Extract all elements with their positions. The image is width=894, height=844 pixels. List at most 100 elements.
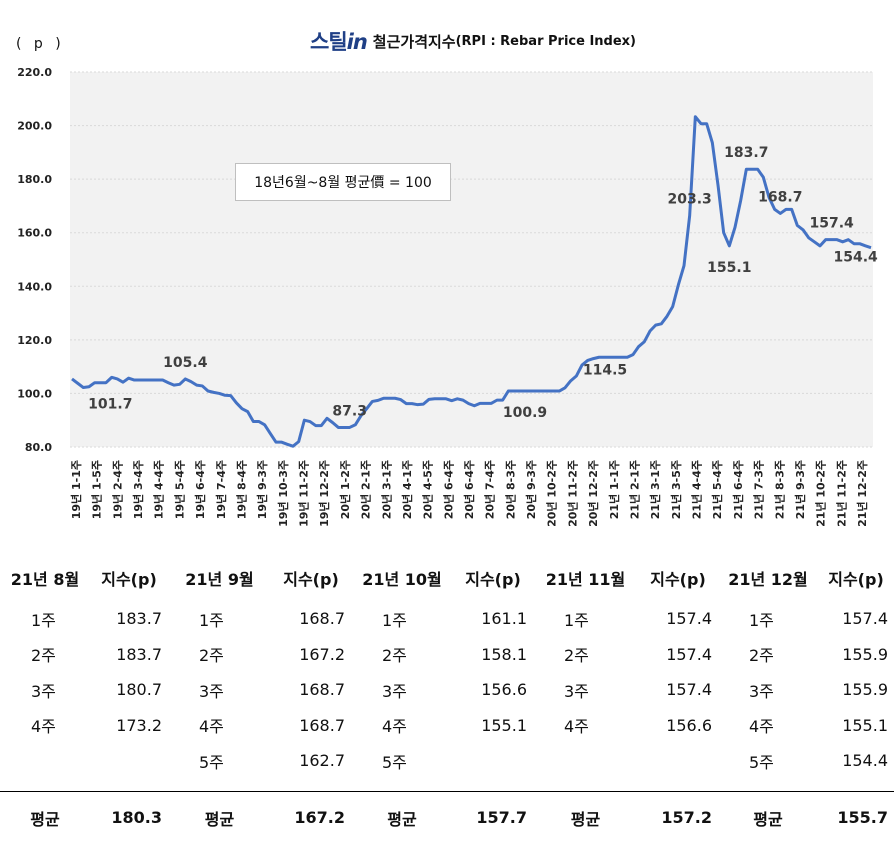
index-cell	[453, 743, 533, 779]
week-cell: 1주	[31, 610, 56, 630]
table-row: 5주 162.7 5주 5주 154.4	[0, 743, 894, 779]
header-month-sep: 21년 9월	[185, 570, 254, 589]
x-tick-label: 20년 6-4주	[462, 460, 476, 519]
data-label: 105.4	[163, 355, 208, 371]
header-index: 지수(p)	[650, 570, 706, 589]
data-label: 168.7	[758, 189, 802, 205]
x-tick-label: 19년 10-3주	[276, 460, 290, 527]
spacer-cell	[453, 779, 533, 792]
index-cell: 183.7	[116, 644, 162, 664]
week-cell: 3주	[199, 681, 224, 701]
x-tick-label: 20년 9-3주	[524, 460, 538, 519]
spacer-cell	[90, 779, 168, 792]
index-cell: 156.6	[481, 680, 527, 700]
index-cell	[90, 743, 168, 779]
x-tick-label: 20년 10-2주	[545, 460, 559, 527]
x-tick-label: 21년 7-3주	[752, 460, 766, 519]
index-cell: 155.9	[842, 680, 888, 700]
y-tick-label: 100.0	[17, 387, 52, 400]
index-cell: 155.9	[842, 644, 888, 664]
week-cell: 3주	[749, 681, 774, 701]
x-tick-label: 20년 6-4주	[441, 460, 455, 519]
x-tick-label: 20년 1-2주	[338, 460, 352, 519]
index-cell: 180.7	[116, 680, 162, 700]
header-month-oct: 21년 10월	[362, 570, 442, 589]
spacer-cell	[818, 779, 894, 792]
index-cell: 157.4	[666, 644, 712, 664]
x-tick-label: 21년 1-1주	[607, 460, 621, 519]
index-cell: 168.7	[299, 715, 345, 735]
x-tick-label: 19년 6-4주	[193, 460, 207, 519]
spacer-cell	[351, 779, 453, 792]
index-cell: 183.7	[116, 609, 162, 629]
index-cell: 158.1	[481, 644, 527, 664]
x-tick-label: 21년 8-3주	[772, 460, 786, 519]
x-tick-label: 19년 11-2주	[297, 460, 311, 527]
x-tick-label: 21년 2-1주	[627, 460, 641, 519]
data-label: 114.5	[583, 363, 627, 379]
spacer-cell	[168, 779, 271, 792]
table-header-row: 21년 8월 지수(p) 21년 9월 지수(p) 21년 10월 지수(p) …	[0, 555, 894, 601]
week-cell: 4주	[31, 717, 56, 737]
weekly-index-table: 21년 8월 지수(p) 21년 9월 지수(p) 21년 10월 지수(p) …	[0, 555, 894, 844]
x-tick-label: 20년 3-1주	[379, 460, 393, 519]
x-tick-label: 20년 4-5주	[421, 460, 435, 519]
average-value: 157.7	[453, 790, 533, 844]
week-cell	[0, 743, 90, 779]
spacer-cell	[718, 779, 818, 792]
header-month-nov: 21년 11월	[545, 570, 626, 589]
index-cell: 157.4	[666, 609, 712, 629]
table-row: 4주 173.2 4주 168.7 4주 155.1 4주 156.6 4주 155.1	[0, 708, 894, 744]
table-spacer	[0, 779, 894, 792]
data-label: 154.4	[834, 250, 879, 266]
average-value: 157.2	[638, 790, 718, 844]
week-cell: 2주	[199, 646, 224, 666]
week-cell: 4주	[382, 717, 407, 737]
base-note: 18년6월~8월 평균價 = 100	[235, 163, 451, 201]
x-tick-label: 19년 2-4주	[110, 460, 124, 519]
index-cell: 157.4	[666, 680, 712, 700]
x-tick-label: 19년 7-4주	[214, 460, 228, 519]
x-tick-label: 19년 5-4주	[172, 460, 186, 519]
average-value: 155.7	[818, 790, 894, 844]
index-cell: 168.7	[299, 609, 345, 629]
week-cell	[533, 743, 638, 779]
spacer-cell	[271, 779, 351, 792]
data-label: 87.3	[332, 403, 367, 419]
table-row: 2주 183.7 2주 167.2 2주 158.1 2주 157.4 2주 155.9	[0, 637, 894, 673]
header-index: 지수(p)	[465, 570, 521, 589]
average-label: 평균	[168, 790, 271, 844]
y-unit-label: ( p )	[16, 36, 65, 52]
index-cell: 167.2	[299, 644, 345, 664]
x-tick-label: 20년 12-2주	[586, 460, 600, 527]
week-cell: 5주	[749, 752, 774, 772]
index-cell: 155.1	[842, 715, 888, 735]
x-tick-label: 21년 3-1주	[648, 460, 662, 519]
average-label: 평균	[351, 790, 453, 844]
week-cell: 4주	[199, 717, 224, 737]
x-tick-label: 19년 12-2주	[317, 460, 331, 527]
y-tick-label: 180.0	[17, 173, 52, 186]
y-tick-label: 160.0	[17, 227, 52, 240]
index-cell: 155.1	[481, 715, 527, 735]
week-cell: 1주	[382, 610, 407, 630]
chart-title: 스틸in 철근가격지수 (RPI : Rebar Price Index)	[310, 26, 636, 56]
index-cell: 157.4	[842, 609, 888, 629]
table-row: 3주 180.7 3주 168.7 3주 156.6 3주 157.4 3주 155.9	[0, 672, 894, 708]
x-tick-label: 20년 4-1주	[400, 460, 414, 519]
week-cell: 4주	[749, 717, 774, 737]
week-cell: 4주	[564, 717, 589, 737]
x-tick-label: 21년 5-4주	[710, 460, 724, 519]
data-label: 203.3	[668, 192, 712, 208]
week-cell: 5주	[382, 752, 407, 772]
header-month-dec: 21년 12월	[728, 570, 808, 589]
week-cell: 2주	[31, 646, 56, 666]
x-tick-label: 19년 1-5주	[90, 460, 104, 519]
x-tick-label: 19년 8-4주	[234, 460, 248, 519]
data-label: 157.4	[810, 216, 855, 232]
header-month-aug: 21년 8월	[10, 570, 80, 589]
x-tick-label: 20년 7-4주	[483, 460, 497, 519]
index-cell: 168.7	[299, 680, 345, 700]
x-tick-label: 21년 3-5주	[669, 460, 683, 519]
table-row: 1주 183.7 1주 168.7 1주 161.1 1주 157.4 1주 157.4	[0, 601, 894, 637]
